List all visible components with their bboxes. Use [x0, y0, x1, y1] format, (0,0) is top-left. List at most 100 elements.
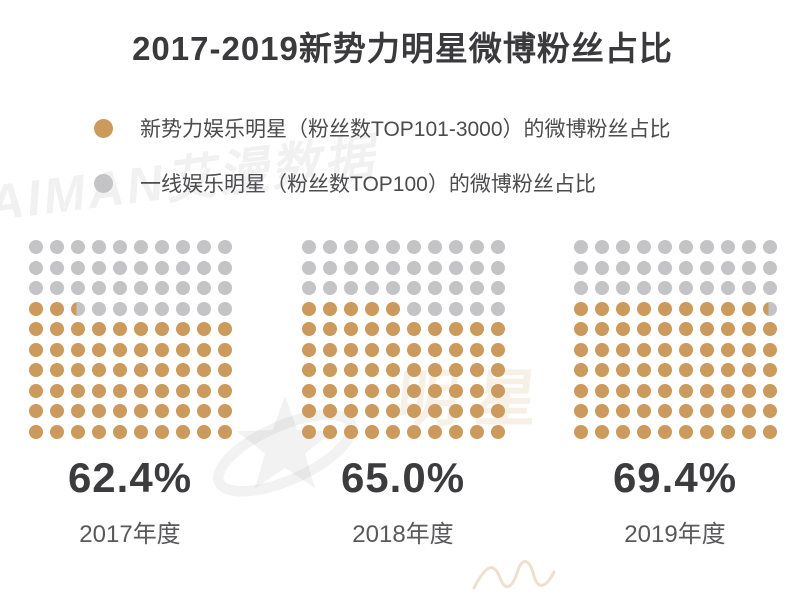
waffle-dot	[133, 404, 148, 418]
waffle-dot	[49, 240, 64, 254]
waffle-dot	[573, 322, 588, 336]
waffle-dot	[741, 281, 756, 295]
waffle-dot	[762, 342, 777, 357]
waffle-dot	[469, 342, 484, 357]
waffle-dot	[720, 281, 735, 295]
waffle-dot	[594, 404, 609, 418]
waffle-dot	[657, 383, 672, 398]
waffle-dot	[112, 301, 127, 316]
waffle-dot	[28, 240, 43, 254]
waffle-dot	[490, 363, 505, 377]
waffle-dot	[154, 240, 169, 254]
waffle-dot	[112, 342, 127, 357]
waffle-dot	[301, 404, 316, 418]
legend-dot-gray-icon	[94, 173, 113, 193]
waffle-dot	[322, 260, 337, 275]
waffle-dot	[699, 342, 714, 357]
waffle-dot	[49, 404, 64, 418]
waffle-dot	[322, 240, 337, 254]
waffle-dot	[154, 424, 169, 439]
waffle-dot	[322, 424, 337, 439]
waffle-dot	[343, 301, 358, 316]
waffle-dot	[741, 260, 756, 275]
waffle-dot	[678, 424, 693, 439]
waffle-dot	[427, 342, 442, 357]
waffle-dot	[364, 424, 379, 439]
waffle-dot	[720, 260, 735, 275]
waffle-dot	[427, 281, 442, 295]
waffle-dot	[573, 281, 588, 295]
waffle-dot	[175, 424, 190, 439]
waffle-dot	[133, 363, 148, 377]
waffle-dot	[741, 322, 756, 336]
waffle-dot	[49, 260, 64, 275]
waffle-dot	[699, 404, 714, 418]
waffle-grid-2019	[573, 240, 777, 439]
waffle-dot	[28, 301, 43, 316]
waffle-dot	[615, 301, 630, 316]
waffle-group-2018: 65.0% 2018年度	[301, 240, 505, 549]
waffle-dot	[301, 363, 316, 377]
waffle-dot	[28, 281, 43, 295]
waffle-dot	[699, 301, 714, 316]
waffle-dot	[448, 240, 463, 254]
waffle-dot	[448, 342, 463, 357]
waffle-dot	[196, 260, 211, 275]
waffle-dot	[573, 424, 588, 439]
waffle-dot	[490, 301, 505, 316]
waffle-dot	[762, 281, 777, 295]
waffle-dot	[573, 404, 588, 418]
waffle-dot	[657, 260, 672, 275]
chart-title: 2017-2019新势力明星微博粉丝占比	[132, 30, 673, 67]
star-orbit-logo-watermark	[205, 372, 365, 527]
waffle-dot	[91, 424, 106, 439]
waffle-charts: 62.4% 2017年度 65.0% 2018年度 69.4% 2019年度	[0, 240, 805, 560]
waffle-dot	[573, 240, 588, 254]
waffle-dot	[154, 383, 169, 398]
waffle-dot	[49, 301, 64, 316]
waffle-dot	[678, 240, 693, 254]
waffle-dot	[217, 342, 232, 357]
waffle-dot	[762, 383, 777, 398]
waffle-dot	[133, 424, 148, 439]
waffle-dot	[741, 342, 756, 357]
waffle-dot	[657, 240, 672, 254]
waffle-dot	[196, 322, 211, 336]
waffle-dot	[762, 301, 777, 316]
waffle-dot	[469, 322, 484, 336]
waffle-dot	[196, 424, 211, 439]
waffle-dot	[301, 383, 316, 398]
waffle-dot	[364, 404, 379, 418]
waffle-dot	[469, 301, 484, 316]
waffle-dot	[678, 342, 693, 357]
waffle-dot	[175, 322, 190, 336]
waffle-dot	[657, 404, 672, 418]
percent-value: 62.4%	[67, 453, 193, 501]
waffle-dot	[217, 240, 232, 254]
waffle-dot	[678, 363, 693, 377]
waffle-dot	[112, 404, 127, 418]
waffle-dot	[615, 342, 630, 357]
waffle-dot	[301, 260, 316, 275]
waffle-dot	[217, 404, 232, 418]
waffle-dot	[175, 404, 190, 418]
waffle-dot	[154, 301, 169, 316]
waffle-dot	[573, 260, 588, 275]
waffle-dot	[678, 404, 693, 418]
legend-item-new-force: 新势力娱乐明星（粉丝数TOP101-3000）的微博粉丝占比	[94, 116, 671, 141]
waffle-dot	[385, 424, 400, 439]
waffle-grid-2018	[301, 240, 505, 439]
waffle-dot	[406, 404, 421, 418]
waffle-dot	[343, 322, 358, 336]
waffle-dot	[70, 301, 85, 316]
waffle-dot	[762, 260, 777, 275]
year-label: 2017年度	[79, 520, 181, 548]
waffle-dot	[343, 260, 358, 275]
waffle-dot	[301, 301, 316, 316]
waffle-dot	[741, 424, 756, 439]
waffle-dot	[594, 322, 609, 336]
waffle-dot	[448, 383, 463, 398]
waffle-dot	[490, 281, 505, 295]
waffle-dot	[154, 281, 169, 295]
